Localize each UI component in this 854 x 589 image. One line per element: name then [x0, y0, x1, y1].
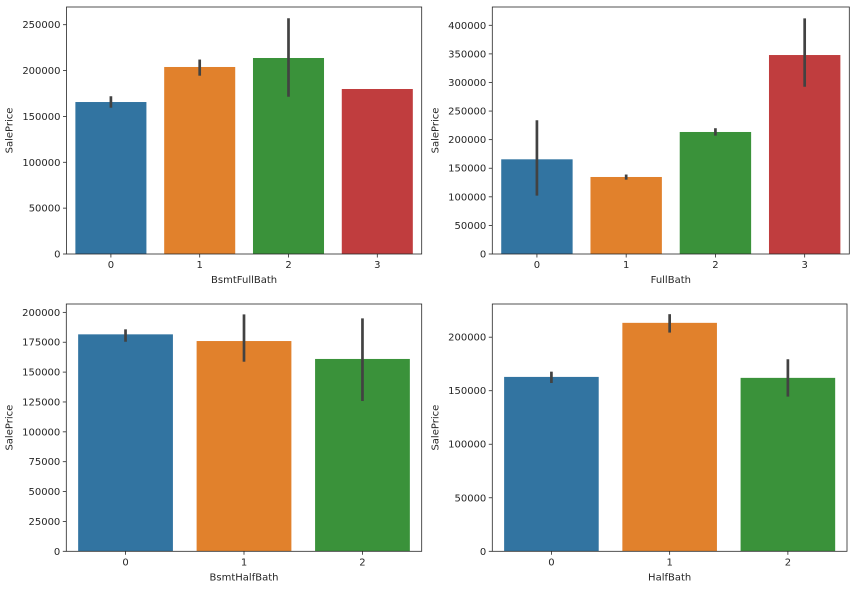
x-tick-label: 0: [548, 557, 554, 568]
bar-0: [78, 334, 173, 552]
axes-frame: [66, 6, 423, 255]
bar-1: [196, 341, 292, 552]
x-tick-label: 0: [534, 260, 540, 271]
subplot-fullbath: 0 1 2 3 0 50000 100000 150000 200000 250000 300000…: [430, 6, 850, 286]
y-tick-label: 150000: [448, 164, 486, 175]
x-tick-label: 2: [712, 260, 718, 271]
y-tick-label: 250000: [448, 107, 486, 118]
y-tick-label: 100000: [22, 427, 60, 438]
x-tick-label: 1: [241, 557, 247, 568]
bar-3: [341, 88, 413, 254]
y-tick-label: 50000: [29, 204, 61, 215]
y-tick-label: 150000: [22, 112, 60, 123]
x-tick-label: 0: [122, 557, 128, 568]
x-axis-label: HalfBath: [648, 572, 691, 583]
y-tick-label: 350000: [448, 49, 486, 60]
y-tick-label: 125000: [22, 397, 60, 408]
bar-1: [622, 322, 717, 552]
y-tick-label: 400000: [448, 21, 486, 32]
subplot-bsmtfullbath: 0 1 2 3 0 50000 100000 150000 200000 250000 BsmtFu…: [5, 6, 423, 286]
bar-2: [740, 377, 836, 552]
y-tick-label: 100000: [22, 158, 60, 169]
bar-0: [75, 102, 147, 254]
x-tick-label: 2: [359, 557, 365, 568]
y-tick-label: 200000: [448, 333, 486, 344]
y-axis-label: SalePrice: [430, 108, 441, 154]
x-tick-label: 0: [108, 260, 114, 271]
bar-3: [768, 55, 841, 255]
y-axis-label: SalePrice: [430, 405, 441, 451]
x-tick-label: 1: [666, 557, 672, 568]
bar-0: [504, 376, 599, 552]
axes-frame: [65, 303, 423, 552]
subplot-bsmthalfbath: 0 1 2 0 25000 50000 75000 100000 125000 150000 175…: [4, 303, 423, 583]
y-tick-label: 200000: [22, 308, 60, 319]
bar-2: [679, 131, 752, 254]
y-tick-label: 150000: [22, 368, 60, 379]
x-axis-label: BsmtHalfBath: [210, 572, 279, 583]
y-tick-label: 150000: [448, 386, 486, 397]
x-axis-label: BsmtFullBath: [211, 275, 277, 286]
y-tick-label: 0: [480, 250, 486, 261]
x-tick-label: 3: [374, 260, 380, 271]
y-tick-label: 250000: [22, 20, 60, 31]
bar-1: [590, 176, 662, 254]
y-axis-label: SalePrice: [4, 405, 15, 451]
y-tick-label: 50000: [28, 487, 60, 498]
y-tick-label: 50000: [454, 221, 486, 232]
y-tick-label: 50000: [454, 493, 486, 504]
y-tick-label: 300000: [448, 78, 486, 89]
y-tick-label: 75000: [28, 457, 60, 468]
axes-frame: [491, 6, 850, 255]
y-tick-label: 0: [54, 250, 60, 261]
x-tick-label: 1: [623, 260, 629, 271]
x-axis-label: FullBath: [651, 275, 691, 286]
y-tick-label: 200000: [448, 135, 486, 146]
x-tick-label: 3: [801, 260, 807, 271]
x-tick-label: 1: [197, 260, 203, 271]
axes-frame: [491, 303, 848, 552]
y-tick-label: 25000: [28, 517, 60, 528]
y-tick-label: 100000: [448, 192, 486, 203]
y-tick-label: 0: [480, 547, 486, 558]
y-tick-label: 175000: [22, 338, 60, 349]
y-tick-label: 200000: [22, 66, 60, 77]
bar-1: [164, 66, 236, 254]
x-tick-label: 2: [785, 557, 791, 568]
y-tick-label: 0: [54, 547, 60, 558]
y-tick-label: 100000: [448, 440, 486, 451]
x-tick-label: 2: [285, 260, 291, 271]
subplot-halfbath: 0 1 2 0 50000 100000 150000 200000 HalfBath SaleP…: [430, 303, 848, 583]
y-axis-label: SalePrice: [5, 108, 16, 154]
